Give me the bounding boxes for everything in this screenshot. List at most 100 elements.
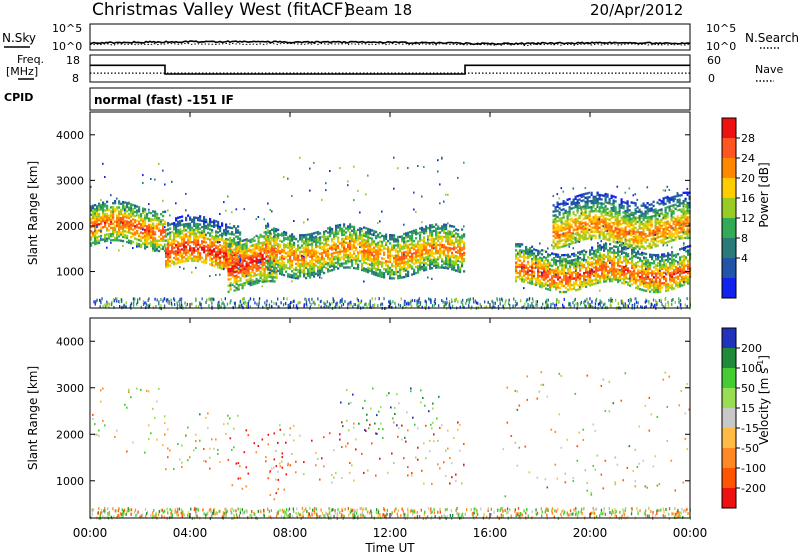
heatmap-cell — [459, 252, 462, 255]
heatmap-cell — [381, 271, 384, 274]
heatmap-cell — [547, 284, 549, 287]
heatmap-cell — [573, 252, 576, 255]
heatmap-cell — [235, 256, 238, 259]
heatmap-cell — [333, 231, 336, 234]
heatmap-cell — [353, 258, 356, 262]
heatmap-cell — [567, 259, 570, 263]
heatmap-cell — [570, 240, 573, 243]
heatmap-cell — [359, 231, 362, 234]
heatmap-cell — [205, 255, 208, 259]
heatmap-cell — [313, 258, 316, 262]
heatmap-cell — [305, 240, 308, 243]
heatmap-cell — [355, 267, 358, 270]
heatmap-cell — [439, 241, 442, 245]
heatmap-cell — [217, 235, 220, 238]
heatmap-cell — [343, 250, 346, 253]
heatmap-cell — [265, 278, 268, 281]
heatmap-cell — [309, 239, 312, 242]
heatmap-cell — [247, 239, 250, 242]
heatmap-cell — [335, 251, 338, 254]
heatmap-cell — [379, 244, 382, 247]
heatmap-cell — [439, 227, 442, 230]
heatmap-cell — [383, 276, 386, 279]
heatmap-cell — [269, 275, 272, 279]
heatmap-cell — [96, 223, 99, 227]
heatmap-cell — [555, 275, 558, 279]
heatmap-cell — [556, 220, 559, 223]
heatmap-cell — [349, 247, 352, 251]
heatmap-cell — [201, 246, 204, 249]
heatmap-cell — [447, 222, 449, 225]
heatmap-cell — [144, 222, 147, 225]
heatmap-cell — [613, 259, 616, 263]
heatmap-cell — [631, 254, 634, 257]
heatmap-cell — [602, 221, 605, 224]
heatmap-cell — [193, 228, 196, 232]
heatmap-cell — [641, 280, 644, 283]
heatmap-cell — [389, 270, 392, 274]
heatmap-cell — [106, 239, 109, 242]
heatmap-cell — [102, 238, 105, 241]
freq-unit-label: [MHz] — [6, 65, 38, 78]
heatmap-cell — [134, 227, 137, 230]
heatmap-cell — [353, 227, 356, 231]
heatmap-cell — [128, 231, 131, 234]
heatmap-cell — [561, 264, 564, 267]
heatmap-cell — [217, 245, 220, 248]
heatmap-cell — [146, 245, 149, 249]
heatmap-cell — [257, 269, 260, 272]
heatmap-cell — [239, 250, 242, 253]
heatmap-cell — [217, 237, 220, 240]
heatmap-cell — [114, 228, 117, 232]
heatmap-cell — [583, 274, 586, 277]
heatmap-cell — [193, 224, 196, 227]
heatmap-cell — [577, 272, 580, 275]
heatmap-cell — [589, 257, 592, 260]
heatmap-cell — [130, 221, 133, 225]
heatmap-cell — [177, 245, 180, 248]
heatmap-cell — [389, 260, 392, 264]
heatmap-cell — [580, 195, 583, 199]
heatmap-cell — [433, 256, 436, 259]
heatmap-cell — [541, 267, 544, 270]
heatmap-cell — [631, 262, 634, 265]
heatmap-cell — [653, 276, 655, 279]
heatmap-cell — [247, 253, 250, 257]
heatmap-cell — [98, 241, 101, 244]
heatmap-cell — [259, 266, 262, 269]
heatmap-cell — [591, 248, 594, 251]
heatmap-cell — [651, 257, 654, 261]
heatmap-cell — [429, 244, 432, 248]
heatmap-cell — [239, 231, 242, 234]
heatmap-cell — [443, 244, 446, 247]
heatmap-cell — [197, 257, 200, 261]
heatmap-cell — [683, 269, 686, 272]
heatmap-cell — [601, 256, 604, 259]
heatmap-cell — [203, 236, 206, 239]
heatmap-cell — [227, 263, 230, 267]
heatmap-cell — [574, 228, 577, 231]
heatmap-cell — [527, 275, 530, 278]
heatmap-cell — [273, 264, 276, 267]
heatmap-cell — [606, 211, 609, 215]
heatmap-cell — [181, 256, 184, 259]
heatmap-cell — [92, 235, 95, 238]
heatmap-cell — [681, 270, 684, 273]
heatmap-cell — [197, 231, 200, 234]
heatmap-cell — [647, 269, 650, 272]
heatmap-cell — [235, 274, 238, 277]
heatmap-cell — [545, 264, 548, 268]
heatmap-cell — [435, 235, 438, 239]
heatmap-cell — [574, 220, 577, 223]
heatmap-cell — [423, 240, 426, 243]
heatmap-cell — [629, 277, 631, 280]
heatmap-cell — [431, 226, 434, 229]
heatmap-cell — [128, 221, 131, 224]
heatmap-cell — [407, 266, 410, 269]
heatmap-cell — [605, 274, 608, 277]
heatmap-cell — [604, 227, 607, 231]
heatmap-cell — [625, 281, 628, 284]
heatmap-cell — [665, 272, 667, 275]
heatmap-cell — [523, 268, 526, 271]
heatmap-cell — [607, 251, 610, 254]
